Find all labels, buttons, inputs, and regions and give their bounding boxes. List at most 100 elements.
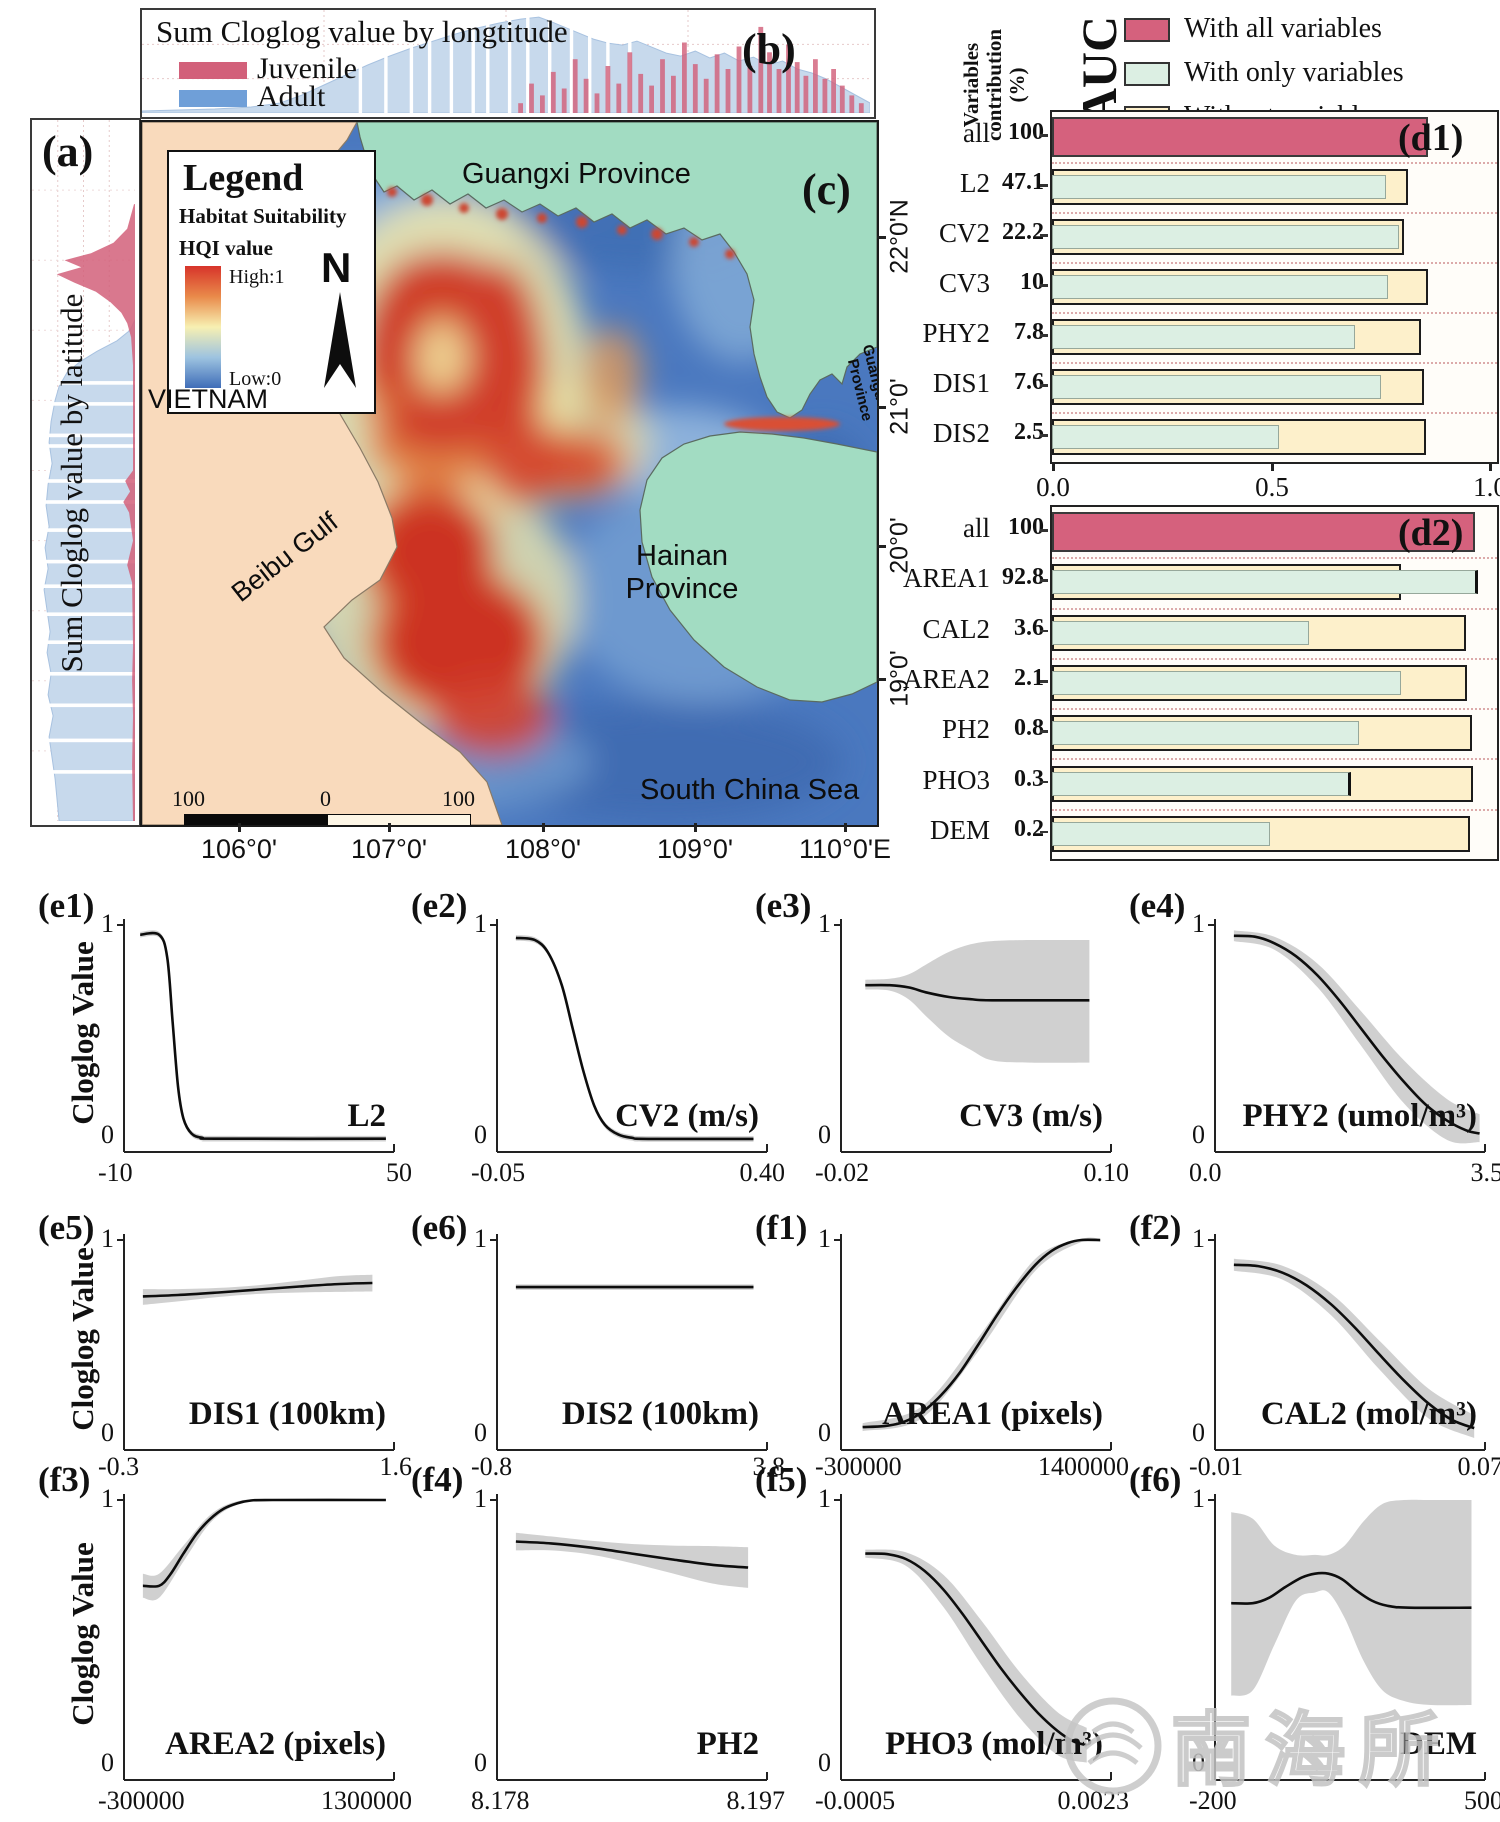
auc-legend-swatch bbox=[1124, 62, 1170, 86]
y-tick-0: 0 bbox=[818, 1418, 831, 1447]
y-tick-0: 0 bbox=[818, 1748, 831, 1777]
hainan-island bbox=[639, 431, 877, 703]
auc-chart-d2 bbox=[1050, 505, 1499, 861]
bar-with-only-variables bbox=[1052, 771, 1352, 796]
curve-variable-label: CV3 (m/s) bbox=[959, 1098, 1103, 1134]
y-tick-1: 1 bbox=[818, 1224, 831, 1253]
variable-contribution: 7.6 bbox=[1014, 369, 1044, 395]
variable-name: PH2 bbox=[941, 714, 990, 745]
bar-with-only-variables bbox=[1052, 570, 1478, 595]
row-tick bbox=[1040, 830, 1048, 834]
variable-name: AREA1 bbox=[903, 563, 990, 594]
x-min-label: -300000 bbox=[98, 1786, 185, 1815]
curve-panel-tag: (f4) bbox=[411, 1460, 464, 1499]
panel-longitude-profile: Sum Cloglog value by longtitude Juvenile… bbox=[140, 8, 876, 119]
latitude-profile-chart bbox=[32, 120, 135, 821]
row-tick bbox=[1040, 680, 1048, 683]
cloglog-ylabel: Cloglog Value bbox=[65, 1247, 100, 1431]
north-label: N bbox=[321, 244, 352, 291]
curve-variable-label: PHY2 (umol/m³) bbox=[1242, 1098, 1477, 1134]
map-x-tick bbox=[541, 823, 545, 832]
panel-d2-tag: (d2) bbox=[1398, 512, 1464, 554]
map-y-tick bbox=[877, 235, 886, 239]
auc-axis-tick bbox=[1270, 462, 1274, 471]
y-tick-1: 1 bbox=[474, 1224, 487, 1253]
row-separator bbox=[1052, 362, 1497, 364]
curve-plot bbox=[490, 1234, 768, 1451]
variable-contribution: 3.6 bbox=[1014, 614, 1044, 641]
variable-contribution: 2.5 bbox=[1014, 419, 1044, 445]
x-min-label: -300000 bbox=[815, 1452, 902, 1481]
y-tick-0: 0 bbox=[474, 1748, 487, 1777]
map-y-tick bbox=[877, 544, 886, 548]
y-tick-1: 1 bbox=[818, 909, 831, 938]
map-y-tick bbox=[877, 677, 886, 681]
curve-panel-tag: (f3) bbox=[38, 1460, 91, 1499]
curve-variable-label: DIS2 (100km) bbox=[561, 1396, 759, 1432]
x-min-label: -10 bbox=[98, 1158, 133, 1187]
scalebar-white bbox=[327, 814, 471, 825]
map-x-tick bbox=[693, 823, 697, 832]
curve-panel-tag: (e4) bbox=[1129, 886, 1186, 925]
variable-name: L2 bbox=[960, 168, 990, 198]
x-min-label: -0.02 bbox=[815, 1158, 870, 1187]
x-min-label: -0.05 bbox=[471, 1158, 526, 1187]
row-separator bbox=[1052, 607, 1497, 610]
curve-plot bbox=[1208, 1234, 1486, 1451]
map-x-tick-label: 107°0' bbox=[350, 834, 428, 864]
row-separator bbox=[1052, 312, 1497, 314]
curve-plot bbox=[490, 919, 768, 1153]
panel-b-tag: (b) bbox=[742, 25, 796, 74]
auc-chart-d1 bbox=[1050, 110, 1499, 464]
curve-variable-label: PH2 bbox=[696, 1726, 759, 1762]
row-tick bbox=[1040, 780, 1048, 784]
x-min-label: 0.0 bbox=[1189, 1158, 1222, 1187]
variable-contribution: 92.8 bbox=[1002, 564, 1044, 591]
variable-contribution: 0.8 bbox=[1014, 715, 1044, 742]
curve-panel-tag: (e2) bbox=[411, 886, 468, 925]
curve-plot bbox=[1208, 1494, 1486, 1781]
panel-a-tag: (a) bbox=[42, 127, 94, 176]
hqi-low-label: Low:0 bbox=[229, 368, 282, 390]
row-tick bbox=[1040, 629, 1048, 633]
y-tick-1: 1 bbox=[474, 909, 487, 938]
row-tick bbox=[1040, 184, 1048, 187]
x-max-label: 0.40 bbox=[739, 1158, 786, 1187]
y-tick-0: 0 bbox=[474, 1418, 487, 1447]
auc-axis-label: 0.5 bbox=[1255, 472, 1289, 502]
curve-variable-label: CAL2 (mol/m³) bbox=[1260, 1396, 1477, 1432]
label-hainan: Hainan Province bbox=[625, 540, 739, 606]
row-separator bbox=[1052, 758, 1497, 761]
curve-variable-label: DIS1 (100km) bbox=[188, 1396, 386, 1432]
variable-contribution: 0.2 bbox=[1014, 815, 1044, 842]
watermark-logo-icon bbox=[1064, 1697, 1162, 1795]
bar-with-only-variables bbox=[1052, 175, 1386, 199]
y-tick-1: 1 bbox=[818, 1484, 831, 1513]
curve-plot bbox=[834, 1494, 1112, 1781]
curve-plot bbox=[117, 1494, 395, 1781]
variable-contribution: 100 bbox=[1008, 514, 1044, 541]
y-tick-1: 1 bbox=[101, 1224, 114, 1253]
x-max-label: 0.07 bbox=[1457, 1452, 1500, 1481]
curve-panel-tag: (e5) bbox=[38, 1208, 95, 1247]
auc-legend-label: With all variables bbox=[1184, 13, 1382, 44]
y-tick-1: 1 bbox=[1192, 1224, 1205, 1253]
auc-legend-label: With only variables bbox=[1184, 57, 1404, 88]
row-separator bbox=[1052, 657, 1497, 660]
row-tick bbox=[1040, 434, 1048, 437]
variable-contribution: 7.8 bbox=[1014, 319, 1044, 345]
row-separator bbox=[1052, 557, 1497, 560]
curve-plot bbox=[117, 1234, 395, 1451]
curve-variable-label: CV2 (m/s) bbox=[615, 1098, 759, 1134]
bar-with-only-variables bbox=[1052, 721, 1360, 746]
variable-contribution: 0.3 bbox=[1014, 765, 1044, 792]
row-tick bbox=[1040, 579, 1048, 582]
map-y-tick bbox=[877, 405, 886, 409]
x-max-label: 8.197 bbox=[726, 1786, 786, 1815]
label-vietnam: VIETNAM bbox=[148, 384, 269, 414]
variable-name: CAL2 bbox=[922, 613, 991, 644]
map-legend-value-label: HQI value bbox=[179, 236, 273, 260]
x-min-label: -0.3 bbox=[98, 1452, 140, 1481]
variable-name: DIS1 bbox=[932, 368, 990, 398]
watermark: 南海所 bbox=[1055, 1686, 1500, 1808]
